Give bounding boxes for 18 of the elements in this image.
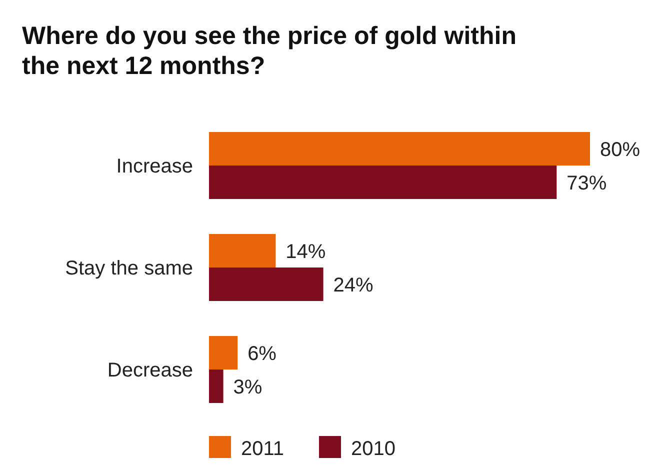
data-label: 73% [566,172,607,194]
data-label: 24% [333,274,374,296]
bar [209,268,324,301]
bar [209,166,557,199]
data-label: 14% [286,240,326,263]
chart-title: Where do you see the price of gold within the next 12 months? [22,22,516,80]
legend-label: 2010 [351,438,396,460]
data-label: 80% [600,138,640,161]
data-label: 3% [233,376,262,398]
y-tick-label: Decrease [107,360,193,382]
y-tick-label: Increase [116,156,193,178]
y-tick-label: Stay the same [65,258,193,280]
data-label: 6% [248,342,277,365]
bar [209,132,590,166]
bar [209,370,224,403]
legend-label: 2011 [241,438,284,460]
bar [209,336,238,370]
bar [209,234,276,268]
